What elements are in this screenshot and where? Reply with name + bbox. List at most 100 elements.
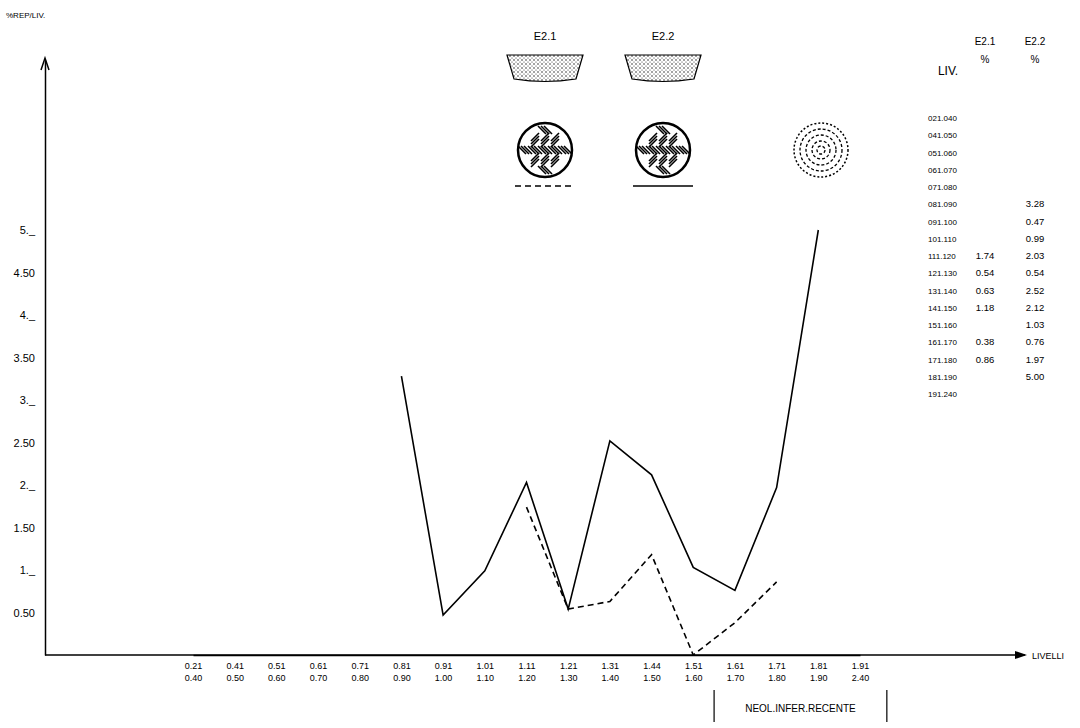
table-cell: 0.54 bbox=[1026, 267, 1045, 278]
y-tick-label: 1._ bbox=[20, 564, 36, 576]
chart: %REP/LIV. 0.50 1._ 1.50 2._ 2.50 3._ 3.50 4._ 4.5… bbox=[0, 0, 1080, 728]
table-cell: 2.12 bbox=[1026, 302, 1045, 313]
table-cell: 5.00 bbox=[1026, 371, 1045, 382]
legend-icon bbox=[636, 123, 690, 177]
table-header: E2.1 bbox=[975, 36, 996, 47]
table: LIV. E2.1% E2.2% 021.040 041.050 051.060 061.0… bbox=[928, 36, 1046, 399]
table-cell: 061.070 bbox=[928, 166, 957, 175]
x-tick-label: 1.912.40 bbox=[852, 661, 870, 682]
y-tick: 5._ bbox=[20, 224, 45, 236]
table-cell: 171.180 bbox=[928, 356, 957, 365]
y-tick: 3._ bbox=[20, 394, 45, 406]
y-tick: 3.50 bbox=[14, 352, 45, 364]
x-axis-line bbox=[194, 655, 861, 657]
legend-label: E2.1 bbox=[534, 30, 557, 42]
decoration bbox=[794, 123, 848, 177]
x-tick: 1.811.90 bbox=[810, 655, 828, 683]
x-tick: 0.610.70 bbox=[310, 655, 328, 683]
y-tick-label: 3._ bbox=[20, 394, 36, 406]
x-tick-label: 1.211.30 bbox=[560, 661, 578, 682]
x-tick-label: 1.711.80 bbox=[768, 661, 786, 682]
x-axis-baseline bbox=[45, 654, 1025, 656]
table-cell: 121.130 bbox=[928, 269, 957, 278]
table-cell: 1.03 bbox=[1026, 319, 1045, 330]
legend-item: E2.1 bbox=[507, 30, 583, 186]
x-tick: 1.211.30 bbox=[560, 655, 578, 683]
x-tick: 0.810.90 bbox=[393, 655, 411, 683]
y-tick: 1._ bbox=[20, 564, 45, 576]
table-cell: 071.080 bbox=[928, 183, 957, 192]
x-tick: 1.912.40 bbox=[852, 655, 870, 683]
y-tick: 2.50 bbox=[14, 437, 45, 449]
table-header: % bbox=[981, 54, 990, 65]
x-tick-label: 1.811.90 bbox=[810, 661, 828, 682]
legend-swatch bbox=[633, 185, 693, 187]
table-cell: 0.54 bbox=[976, 267, 995, 278]
y-tick: 4.50 bbox=[14, 267, 45, 279]
x-axis: 0.210.40 0.410.50 0.510.60 0.610.70 0.710.80… bbox=[185, 655, 870, 683]
table-header: E2.2 bbox=[1025, 36, 1046, 47]
table-header: % bbox=[1031, 54, 1040, 65]
table-cell: 131.140 bbox=[928, 287, 957, 296]
x-tick-label: 0.510.60 bbox=[268, 661, 286, 682]
table-cell: 161.170 bbox=[928, 338, 957, 347]
x-tick: 1.711.80 bbox=[768, 655, 786, 683]
table-cell: 041.050 bbox=[928, 131, 957, 140]
legend-icon bbox=[625, 55, 701, 82]
x-tick: 0.911.00 bbox=[435, 655, 453, 683]
y-tick: 1.50 bbox=[14, 522, 45, 534]
y-tick: 2._ bbox=[20, 479, 45, 491]
x-tick: 1.441.50 bbox=[643, 655, 661, 683]
legend-swatch bbox=[515, 185, 575, 187]
table-cell: 2.03 bbox=[1026, 250, 1045, 261]
legend-item: E2.2 bbox=[625, 30, 701, 186]
x-tick: 1.611.70 bbox=[727, 655, 745, 683]
x-tick-label: 1.611.70 bbox=[727, 661, 745, 682]
table-cell: 0.47 bbox=[1026, 216, 1045, 227]
legend-icon bbox=[518, 123, 572, 177]
x-axis-arrow bbox=[1015, 651, 1027, 659]
x-tick-label: 0.710.80 bbox=[351, 661, 369, 682]
y-tick-label: 5._ bbox=[20, 224, 36, 236]
table-cell: 181.190 bbox=[928, 373, 957, 382]
y-tick-label: 2.50 bbox=[14, 437, 35, 449]
x-tick-label: 0.610.70 bbox=[310, 661, 328, 682]
table-cell: 0.63 bbox=[976, 285, 995, 296]
legend-icon bbox=[507, 55, 583, 82]
table-cell: 051.060 bbox=[928, 149, 957, 158]
x-tick: 0.510.60 bbox=[268, 655, 286, 683]
x-tick: 1.511.60 bbox=[685, 655, 703, 683]
y-tick-label: 2._ bbox=[20, 479, 36, 491]
x-tick-label: 0.911.00 bbox=[435, 661, 453, 682]
x-axis-title: LIVELLI bbox=[1032, 651, 1064, 661]
table-cell: 091.100 bbox=[928, 218, 957, 227]
y-tick-label: 1.50 bbox=[14, 522, 35, 534]
table-cell: 0.99 bbox=[1026, 233, 1045, 244]
x-tick: 0.410.50 bbox=[226, 655, 244, 683]
table-cell: 141.150 bbox=[928, 304, 957, 313]
x-tick: 1.011.10 bbox=[477, 655, 495, 683]
table-cell: 101.110 bbox=[928, 235, 957, 244]
table-cell: 191.240 bbox=[928, 390, 957, 399]
y-tick-label: 4._ bbox=[20, 309, 36, 321]
x-tick-label: 0.410.50 bbox=[226, 661, 244, 682]
x-tick-label: 0.810.90 bbox=[393, 661, 411, 682]
x-tick-label: 0.210.40 bbox=[185, 661, 203, 682]
table-cell: 021.040 bbox=[928, 114, 957, 123]
table-header: LIV. bbox=[938, 64, 958, 78]
y-axis-title: %REP/LIV. bbox=[6, 11, 45, 20]
y-tick: 0.50 bbox=[14, 607, 45, 619]
x-tick-label: 1.441.50 bbox=[643, 661, 661, 682]
x-tick: 1.111.20 bbox=[518, 655, 536, 683]
x-tick: 1.311.40 bbox=[602, 655, 620, 683]
y-axis-arrow bbox=[41, 58, 49, 70]
y-tick-label: 4.50 bbox=[14, 267, 35, 279]
table-cell: 0.86 bbox=[976, 354, 995, 365]
legend-label: E2.2 bbox=[652, 30, 675, 42]
y-axis: 0.50 1._ 1.50 2._ 2.50 3._ 3.50 4._ 4.50 5._ bbox=[14, 61, 46, 656]
x-tick: 0.710.80 bbox=[351, 655, 369, 683]
table-cell: 081.090 bbox=[928, 200, 957, 209]
table-cell: 1.74 bbox=[976, 250, 995, 261]
x-tick-label: 1.111.20 bbox=[518, 661, 536, 682]
annotation: NEOL.INFER.RECENTE bbox=[745, 703, 856, 714]
